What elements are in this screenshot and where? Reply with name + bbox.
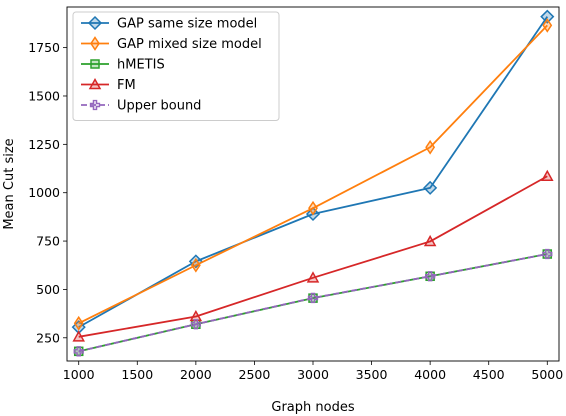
data-point-marker <box>423 180 438 195</box>
legend-marker <box>90 59 100 69</box>
series-4 <box>73 248 553 357</box>
y-tick-label: 250 <box>36 330 60 345</box>
x-tick-label: 2000 <box>180 367 212 382</box>
y-tick-label: 1000 <box>28 185 60 200</box>
data-point-marker <box>542 248 553 260</box>
x-tick-label: 5000 <box>531 367 563 382</box>
data-point-marker <box>73 346 84 357</box>
x-tick-label: 3000 <box>297 367 329 382</box>
x-tick-label: 1000 <box>63 367 95 382</box>
series-line <box>78 253 548 353</box>
legend-label: hMETIS <box>117 58 165 73</box>
series-layer <box>71 9 555 357</box>
y-axis-label: Mean Cut size <box>2 138 17 229</box>
data-point-marker <box>424 271 436 282</box>
legend-item: Upper bound <box>81 99 201 114</box>
legend-marker <box>90 36 100 51</box>
data-point-marker <box>540 9 555 24</box>
legend-marker <box>89 99 101 111</box>
x-tick-label: 4000 <box>414 367 446 382</box>
x-tick-label: 4500 <box>473 367 505 382</box>
legend-marker <box>87 15 103 31</box>
x-axis-label: Graph nodes <box>271 400 354 415</box>
data-point-marker <box>425 139 436 155</box>
y-tick-label: 500 <box>36 282 60 297</box>
y-tick-label: 750 <box>36 234 60 249</box>
legend: GAP same size model GAP mixed size model h… <box>72 11 280 121</box>
x-tick-label: 2500 <box>239 367 271 382</box>
y-tick-label: 1750 <box>28 40 60 55</box>
legend-item: FM <box>81 77 136 93</box>
data-point-marker <box>542 18 553 33</box>
data-point-marker <box>72 330 85 342</box>
legend-label: FM <box>117 78 136 93</box>
series-3 <box>72 169 554 342</box>
y-tick-label: 1500 <box>28 88 60 103</box>
series-1 <box>73 18 553 331</box>
x-tick-label: 1500 <box>121 367 153 382</box>
legend-label: GAP same size model <box>117 17 257 32</box>
data-point-marker <box>190 319 202 330</box>
data-point-marker <box>189 309 203 322</box>
x-tick-label: 3500 <box>356 367 388 382</box>
y-axis: 250 500 750 1000 1250 1500 1750 <box>28 40 67 345</box>
legend-label: GAP mixed size model <box>117 37 262 52</box>
y-tick-label: 1250 <box>28 137 60 152</box>
data-point-marker <box>423 234 437 247</box>
data-point-marker <box>190 257 201 273</box>
data-point-marker <box>541 169 554 182</box>
legend-marker <box>88 77 102 90</box>
series-line <box>78 175 548 338</box>
data-point-marker <box>307 292 319 304</box>
data-point-marker <box>73 315 84 331</box>
legend-item: GAP mixed size model <box>81 36 262 52</box>
legend-item: GAP same size model <box>81 15 257 32</box>
x-axis: 1000 1500 2000 2500 3000 3500 4000 4500 5000 <box>63 361 563 382</box>
data-point-marker <box>308 200 318 216</box>
legend-item: hMETIS <box>81 58 165 73</box>
legend-box <box>72 11 280 121</box>
series-line <box>78 24 548 325</box>
data-point-marker <box>306 271 320 283</box>
legend-label: Upper bound <box>117 99 201 114</box>
